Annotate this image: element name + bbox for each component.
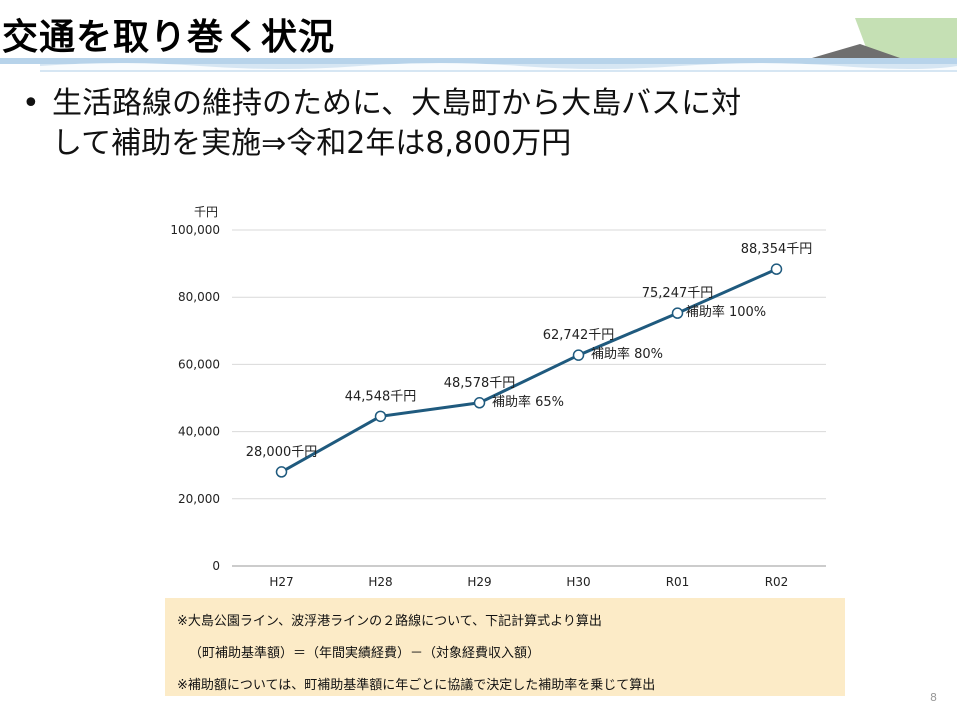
rate-annotations: 補助率 65% 補助率 80% 補助率 100% [492,304,766,410]
data-label: 88,354千円 [741,242,813,257]
y-tick-label: 0 [212,559,220,573]
slide-title: 交通を取り巻く状況 [2,17,336,58]
data-point [473,397,486,409]
y-tick-label: 80,000 [178,290,220,304]
y-axis-ticks: 0 20,000 40,000 60,000 80,000 100,000 [170,223,220,573]
note-line-3: ※補助額については、町補助基準額に年ごとに協議で決定した補助率を乗じて算出 [177,678,656,693]
bullet-line-2: して補助を実施⇒令和2年は8,800万円 [52,126,572,161]
x-tick-label: R02 [765,575,789,589]
series-line [280,267,778,474]
header-decoration [0,18,957,72]
y-tick-label: 100,000 [170,223,220,237]
rate-annotation: 補助率 65% [492,394,564,410]
page-number: 8 [930,691,937,704]
x-tick-label: H28 [368,575,392,589]
bullet-text: 生活路線の維持のために、大島町から大島バスに対 して補助を実施⇒令和2年は8,8… [52,84,942,164]
y-axis-unit-label: 千円 [194,205,218,219]
data-label: 75,247千円 [642,286,714,301]
y-tick-label: 20,000 [178,492,220,506]
data-point [275,466,288,478]
data-point [374,410,387,423]
data-point [572,349,585,361]
rate-annotation: 補助率 80% [591,346,663,362]
grid-lines [232,229,826,567]
bullet-line-1: 生活路線の維持のために、大島町から大島バスに対 [52,86,742,121]
y-tick-label: 40,000 [178,425,220,439]
note-line-2: （町補助基準額）＝（年間実績経費）－（対象経費収入額） [189,646,541,661]
data-label: 62,742千円 [543,328,615,343]
calculation-note: ※大島公園ライン、波浮港ラインの２路線について、下記計算式より算出 （町補助基準… [165,598,845,696]
data-point [770,263,783,275]
x-tick-label: H29 [467,575,491,589]
x-tick-label: H27 [269,575,293,589]
data-labels: 28,000千円 44,548千円 48,578千円 62,742千円 75,247千円… [246,242,813,460]
y-tick-label: 60,000 [178,357,220,371]
data-label: 44,548千円 [345,389,417,404]
bullet-marker: • [22,86,40,121]
data-point [671,307,684,319]
data-label: 48,578千円 [444,376,516,391]
data-label: 28,000千円 [246,445,318,460]
x-axis-ticks: H27 H28 H29 H30 R01 R02 [269,575,788,589]
rate-annotation: 補助率 100% [686,304,766,320]
note-line-1: ※大島公園ライン、波浮港ラインの２路線について、下記計算式より算出 [177,614,602,629]
data-points [275,263,783,478]
x-tick-label: R01 [666,575,690,589]
x-tick-label: H30 [566,575,590,589]
